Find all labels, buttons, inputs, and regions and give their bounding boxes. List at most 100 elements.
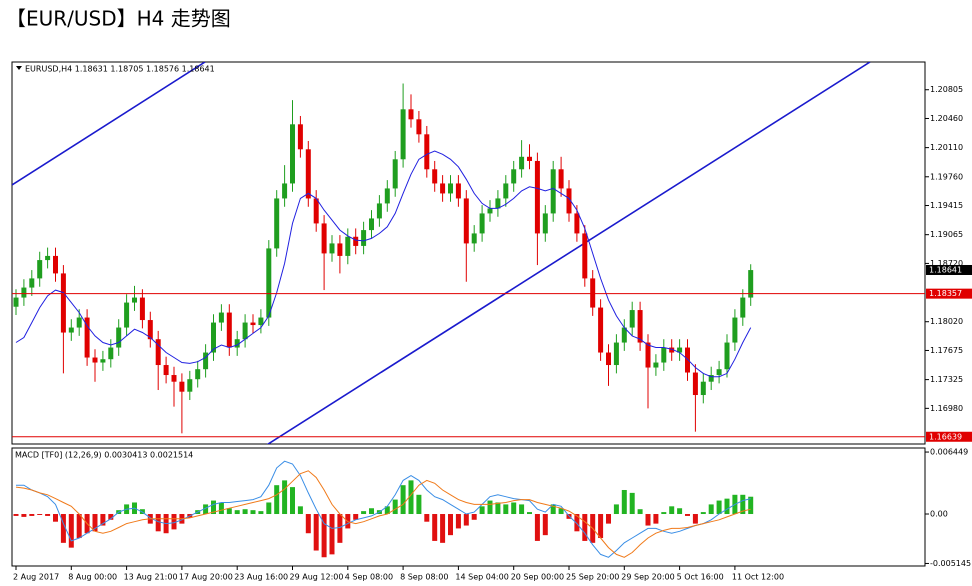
x-tick-label: 23 Aug 16:00 — [234, 573, 288, 582]
candle-body — [353, 236, 359, 246]
candle-body — [258, 317, 264, 326]
candle-body — [313, 198, 319, 224]
macd-bar — [384, 506, 390, 515]
macd-bar — [218, 502, 224, 515]
moving-average — [15, 150, 752, 378]
candle-body — [613, 342, 619, 366]
x-tick-label: 13 Aug 21:00 — [124, 573, 178, 582]
candle-body — [740, 297, 746, 318]
candle-body — [677, 347, 683, 353]
macd-bar — [171, 514, 177, 530]
macd-bar — [313, 514, 319, 551]
macd-bar — [748, 496, 754, 515]
candle-body — [116, 327, 122, 348]
plot: 1.20805 1.20460 1.20110 1.19760 1.19415 1.190… — [12, 83, 972, 582]
macd-bar — [511, 502, 517, 515]
macd-bar — [234, 510, 240, 515]
candle-body — [566, 188, 572, 214]
x-tick-label: 11 Oct 12:00 — [732, 573, 784, 582]
candle-body — [100, 359, 106, 363]
candle-body — [598, 307, 604, 353]
macd-bar — [353, 514, 359, 520]
menu-arrow — [16, 66, 22, 70]
candle-body — [305, 149, 311, 199]
macd-bar — [558, 508, 564, 515]
candle-body — [542, 213, 548, 234]
x-tick-label: 5 Oct 16:00 — [677, 573, 724, 582]
y-tick-label: 1.16980 — [930, 404, 963, 413]
y-tick-label: -0.005145 — [930, 559, 971, 568]
macd-bar — [487, 500, 493, 515]
y-tick-label: 1.20805 — [930, 85, 963, 94]
candle-body — [590, 278, 596, 308]
candle-body — [376, 203, 382, 219]
candle-body — [234, 339, 240, 348]
macd-bar — [471, 514, 477, 520]
macd-bar — [574, 514, 580, 532]
x-tick-label: 20 Sep 00:00 — [511, 573, 564, 582]
candle-body — [479, 213, 485, 234]
candle-body — [606, 352, 611, 366]
level-tag — [926, 288, 972, 299]
candle-body — [700, 381, 706, 396]
macd-bar — [621, 489, 627, 515]
candle-body — [155, 339, 161, 366]
candle-body — [621, 327, 627, 343]
candle-body — [21, 287, 27, 298]
macd-bar — [740, 494, 746, 515]
last-price-tag — [926, 264, 972, 275]
macd-bar — [661, 512, 667, 515]
macd-bar — [226, 508, 232, 515]
macd-bar — [708, 504, 714, 515]
macd-bar — [448, 514, 453, 536]
macd-bar — [400, 485, 406, 515]
macd-bar — [361, 511, 367, 515]
y-tick-label: 1.17675 — [930, 346, 963, 355]
macd-bar — [495, 502, 501, 515]
macd-bar — [297, 506, 303, 515]
macd-bar — [669, 506, 675, 515]
candle-body — [574, 213, 580, 234]
y-tick-label: 1.18720 — [930, 259, 963, 268]
macd-bar — [290, 487, 295, 515]
candle-body — [440, 183, 446, 194]
x-tick-label: 29 Aug 12:00 — [290, 573, 344, 582]
y-tick-label: 1.18020 — [930, 317, 963, 326]
macd-bar — [416, 494, 422, 515]
y-tick-label: 0.00 — [930, 510, 948, 519]
macd-bar — [321, 514, 327, 558]
macd-bar — [550, 504, 556, 515]
macd-bar — [211, 500, 216, 515]
macd-bar — [266, 502, 272, 515]
macd-bar — [598, 514, 604, 539]
candle-body — [724, 342, 730, 370]
candle-body — [242, 322, 248, 340]
candle-body — [708, 375, 714, 382]
macd-bar — [21, 514, 27, 517]
macd-bar — [274, 485, 280, 515]
candle-body — [716, 369, 722, 376]
candle-body — [392, 159, 398, 189]
candle-body — [463, 198, 469, 244]
candle-body — [124, 302, 130, 328]
macd-bar — [677, 508, 683, 515]
x-tick-label: 2 Aug 2017 — [13, 573, 59, 582]
candle-body — [147, 320, 153, 340]
macd-bar — [13, 514, 19, 516]
candle-body — [345, 236, 351, 256]
macd-bar — [100, 514, 106, 526]
macd-bar — [716, 500, 722, 515]
candle-body — [408, 109, 414, 120]
candle-body — [511, 169, 517, 184]
macd-bar — [653, 514, 659, 524]
macd-pane — [11, 447, 926, 567]
candle-body — [748, 270, 754, 298]
macd-bar — [542, 514, 548, 536]
candle-body — [455, 183, 461, 199]
candle-body — [329, 243, 335, 254]
candle-body — [187, 379, 193, 392]
macd-header: MACD [TF0] (12,26,9) 0.0030413 0.0021514 — [15, 451, 193, 460]
macd-bar — [369, 508, 374, 515]
